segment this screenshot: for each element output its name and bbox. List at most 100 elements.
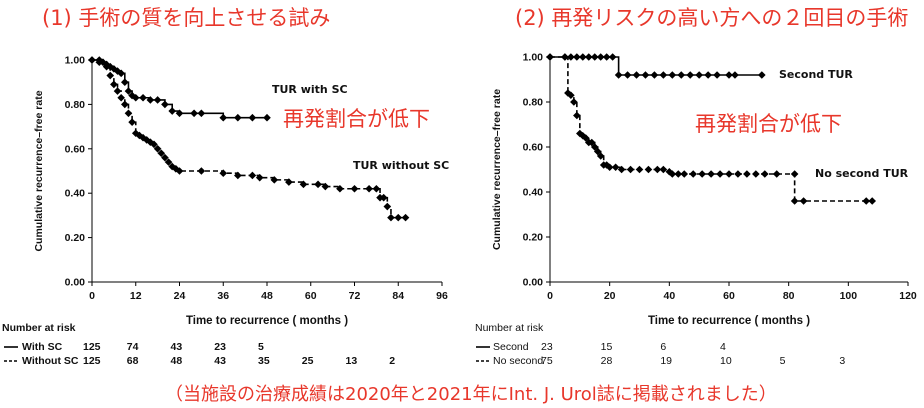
series-1-point <box>584 53 593 61</box>
y-tick-label: 0.60 <box>523 142 544 154</box>
x-tick-label: 72 <box>349 290 361 302</box>
x-tick-label: 40 <box>663 290 675 302</box>
series-2-point <box>387 213 395 222</box>
x-tick-label: 60 <box>305 290 317 302</box>
risk-table-title: Number at risk <box>2 322 76 334</box>
series-2-point <box>321 182 330 191</box>
series-1-point <box>190 109 198 118</box>
series-1-point <box>197 109 206 118</box>
x-tick-label: 24 <box>174 290 186 302</box>
footnote: （当施設の治療成績は2020年と2021年にInt. J. Urol誌に掲載され… <box>165 384 777 405</box>
series-1-point <box>161 100 169 109</box>
series-1-point <box>659 71 668 79</box>
y-tick-label: 0.40 <box>523 187 544 199</box>
series-2-point <box>157 149 166 158</box>
series-2-point <box>674 170 683 178</box>
risk-value: 15 <box>600 341 613 353</box>
series-2-point <box>379 193 388 202</box>
series-2-point <box>611 163 620 172</box>
risk-row-label: No second <box>493 355 544 367</box>
series-2-point <box>113 87 122 95</box>
risk-value: 19 <box>660 355 673 367</box>
right-km-chart: 0.00 0.20 0.40 0.60 0.80 1.00 0 20 40 60 80 100 120 T… <box>491 52 917 328</box>
series-2-point <box>635 165 644 174</box>
y-tick-label: 0.00 <box>65 277 86 289</box>
series-1-point <box>758 71 766 79</box>
series-2-point <box>761 170 769 178</box>
series-1-point <box>641 71 650 79</box>
series-1-point <box>596 53 605 61</box>
series-2-point <box>248 171 257 180</box>
series-1-point <box>579 53 587 61</box>
series-2-point <box>121 100 129 109</box>
series-1-point <box>632 71 641 79</box>
left-series-label-with-sc: TUR with SC <box>272 83 348 96</box>
risk-row-label: Second <box>493 341 529 353</box>
series-2-point <box>725 170 733 178</box>
series-1-point <box>219 113 228 122</box>
series-2-point <box>590 143 599 151</box>
series-2-point <box>617 165 626 174</box>
series-2-point <box>605 163 614 172</box>
risk-value: 125 <box>83 341 101 353</box>
right-panel-heading: (2) 再発リスクの高い方への２回目の手術 <box>515 6 909 30</box>
risk-value: 125 <box>83 355 101 367</box>
y-tick-label: 1.00 <box>523 52 544 64</box>
x-tick-label: 20 <box>604 290 616 302</box>
x-tick-label: 60 <box>723 290 735 302</box>
risk-value: 5 <box>258 341 264 353</box>
series-1-point <box>117 69 125 78</box>
series-2-point <box>790 170 799 178</box>
risk-value: 10 <box>720 355 732 367</box>
series-1-point <box>567 53 575 61</box>
x-tick-label: 48 <box>261 290 273 302</box>
series-2-point <box>197 167 206 175</box>
series-1-point <box>608 53 617 61</box>
series-1-point <box>686 71 695 79</box>
series-2-point <box>707 170 715 178</box>
series-2-point <box>95 58 104 67</box>
series-2-point <box>102 62 111 71</box>
series-1-point <box>623 71 632 79</box>
x-axis-title: Time to recurrence ( months ) <box>186 315 348 327</box>
x-tick-label: 80 <box>783 290 795 302</box>
series-2-point <box>394 213 403 222</box>
series-2-point <box>862 197 871 205</box>
y-tick-label: 0.80 <box>65 99 86 111</box>
series-2-point <box>653 165 662 174</box>
series-1-point <box>704 71 712 79</box>
series-2-point <box>716 170 724 178</box>
series-2-point <box>401 213 410 222</box>
right-series-label-second: Second TUR <box>779 68 853 81</box>
x-tick-label: 0 <box>547 290 553 302</box>
y-tick-label: 0.40 <box>65 188 86 200</box>
series-1-point <box>139 93 147 102</box>
right-series-label-no-second: No second TUR <box>815 167 909 180</box>
series-2-point <box>668 170 677 178</box>
series-2-point <box>139 133 147 142</box>
series-2-point <box>336 184 344 193</box>
series-2-point <box>219 169 228 178</box>
series-1-point <box>602 53 611 61</box>
x-axis-title: Time to recurrence ( months ) <box>648 315 810 327</box>
series-1-point <box>731 71 739 79</box>
series-2-point <box>602 161 611 169</box>
risk-value: 23 <box>541 341 553 353</box>
series-2-point <box>573 111 581 120</box>
series-1-point <box>248 113 257 122</box>
series-2-point <box>680 170 689 178</box>
risk-value: 6 <box>660 341 667 353</box>
series-1-point <box>263 113 271 122</box>
risk-table-title: Number at risk <box>475 322 544 334</box>
series-2-point <box>146 138 155 146</box>
risk-value: 75 <box>541 355 553 367</box>
series-2-point <box>88 56 96 64</box>
y-axis-title: Cumulative recurrence–free rate <box>33 90 45 251</box>
series-2-point <box>752 170 760 178</box>
x-tick-label: 0 <box>89 290 95 302</box>
x-tick-label: 96 <box>436 290 448 302</box>
series-2-point <box>150 140 158 149</box>
left-panel-heading: (1) 手術の質を向上させる試み <box>42 6 331 30</box>
x-tick-label: 12 <box>130 290 142 302</box>
series-2-point <box>365 184 373 193</box>
